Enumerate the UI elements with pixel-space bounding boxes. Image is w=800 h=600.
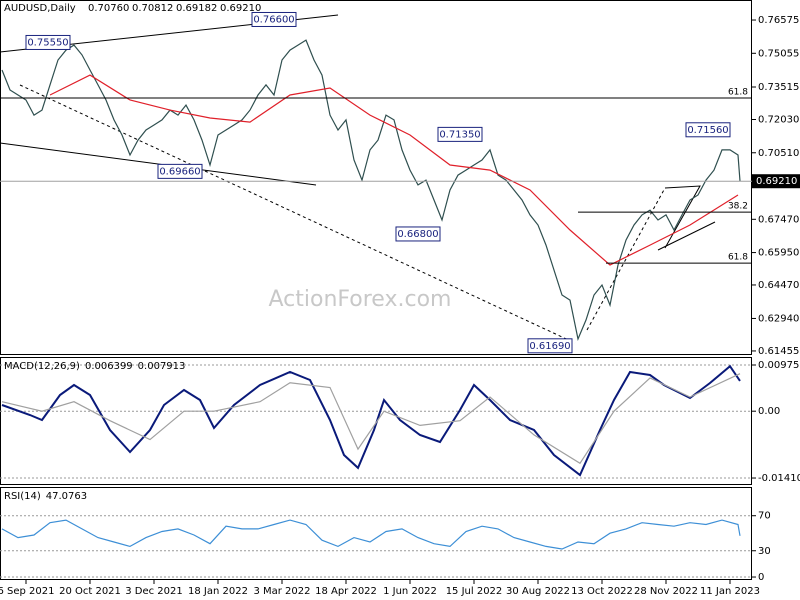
- price-annotation: 0.76600: [253, 14, 294, 25]
- indicator-value: 0.006399: [85, 361, 133, 372]
- y-tick-label: -0.014107: [758, 473, 800, 484]
- price-annotation-box: [251, 11, 297, 27]
- close: 0.69210: [220, 3, 261, 14]
- price-annotation-box: [437, 126, 483, 142]
- rsi-panel: [0, 487, 752, 580]
- y-tick-label: 0.75055: [758, 48, 799, 59]
- x-tick-label: 18 Apr 2022: [315, 586, 377, 597]
- trend-line: [19, 84, 576, 344]
- indicator-value: 0.007913: [138, 361, 186, 372]
- series-line: [1, 39, 741, 342]
- y-tick-label: 30: [758, 546, 771, 557]
- trend-line: [657, 221, 716, 251]
- x-tick-label: 13 Oct 2022: [571, 586, 633, 597]
- y-tick-label: 0.65950: [758, 248, 799, 259]
- last-price-box: [752, 174, 800, 189]
- x-tick-label: 15 Jul 2022: [446, 586, 503, 597]
- x-tick-label: 18 Jan 2022: [188, 586, 248, 597]
- x-tick-label: 30 Aug 2022: [506, 586, 570, 597]
- price-annotation-box: [685, 122, 731, 138]
- price-annotation-box: [395, 226, 441, 242]
- trend-line: [586, 187, 666, 331]
- y-tick-label: 0.67470: [758, 214, 799, 225]
- fib-label: 61.8: [728, 253, 748, 263]
- series-line: [49, 74, 739, 266]
- indicator-value: 47.0763: [46, 491, 87, 502]
- open: 0.70760: [88, 3, 129, 14]
- price-annotation-box: [527, 338, 573, 354]
- price-annotation-box: [25, 34, 71, 50]
- y-tick-label: 70: [758, 511, 771, 522]
- price-annotation: 0.71350: [439, 129, 480, 140]
- price-annotation: 0.71560: [687, 125, 728, 136]
- y-tick-label: 0.70510: [758, 148, 799, 159]
- price-annotation: 0.75550: [27, 37, 68, 48]
- y-tick-label: 0.009751: [758, 360, 800, 371]
- y-tick-label: 0.64470: [758, 280, 799, 291]
- series-line: [1, 373, 741, 465]
- y-tick-label: 0: [758, 572, 764, 583]
- price-annotation: 0.61690: [529, 341, 570, 352]
- y-tick-label: 0.00: [758, 406, 780, 417]
- y-tick-label: 0.73515: [758, 82, 799, 93]
- x-tick-label: 3 Mar 2022: [253, 586, 310, 597]
- x-tick-label: 28 Nov 2022: [634, 586, 698, 597]
- y-tick-label: 0.61455: [758, 346, 799, 357]
- x-tick-label: 3 Dec 2021: [125, 586, 183, 597]
- x-tick-label: 1 Jun 2022: [383, 586, 437, 597]
- last-price-label: 0.69210: [756, 176, 797, 187]
- trend-line: [664, 185, 701, 249]
- series-line: [1, 519, 741, 550]
- x-tick-label: 11 Jan 2023: [700, 586, 760, 597]
- y-tick-label: 0.76575: [758, 15, 799, 26]
- symbol: AUDUSD,Daily: [4, 3, 76, 14]
- macd-panel: [0, 357, 752, 485]
- high: 0.70812: [132, 3, 173, 14]
- series-line: [1, 364, 741, 477]
- indicator-title: MACD(12,26,9): [4, 361, 80, 372]
- watermark: ActionForex.com: [269, 287, 452, 312]
- fib-label: 38.2: [728, 202, 748, 212]
- price-annotation: 0.66800: [397, 229, 438, 240]
- indicator-title: RSI(14): [4, 491, 41, 502]
- y-tick-label: 0.62940: [758, 313, 799, 324]
- price-annotation: 0.69660: [159, 166, 200, 177]
- y-tick-label: 0.72030: [758, 115, 799, 126]
- fib-label: 61.8: [728, 88, 748, 98]
- price-panel: [0, 0, 752, 355]
- low: 0.69182: [176, 3, 217, 14]
- x-tick-label: 6 Sep 2021: [0, 586, 55, 597]
- x-tick-label: 20 Oct 2021: [59, 586, 121, 597]
- price-annotation-box: [157, 163, 203, 179]
